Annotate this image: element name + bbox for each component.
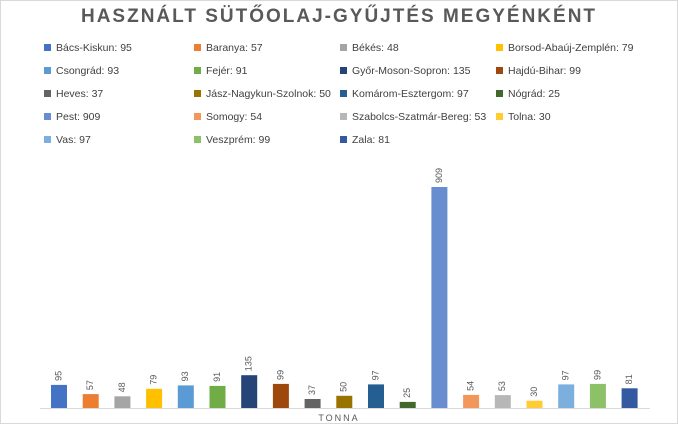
legend-swatch	[44, 136, 51, 143]
bar	[589, 383, 606, 408]
legend-item: Szabolcs-Szatmár-Bereg: 53	[340, 109, 486, 125]
legend-swatch	[194, 44, 201, 51]
legend-label: Békés: 48	[352, 42, 399, 54]
bar-data-label: 50	[339, 382, 349, 392]
legend-item: Borsod-Abaúj-Zemplén: 79	[496, 40, 633, 56]
bar-data-label: 135	[244, 356, 254, 371]
legend-swatch	[496, 67, 503, 74]
bar-data-label: 48	[117, 382, 127, 392]
legend-item: Baranya: 57	[194, 40, 263, 56]
bar	[241, 375, 258, 408]
bar	[146, 388, 163, 408]
legend-label: Somogy: 54	[206, 111, 263, 123]
legend-label: Pest: 909	[56, 111, 101, 123]
legend-label: Heves: 37	[56, 88, 104, 100]
bar	[51, 384, 67, 408]
bar-data-label: 79	[148, 375, 158, 385]
legend-label: Jász-Nagykun-Szolnok: 50	[206, 88, 331, 100]
legend-label: Komárom-Esztergom: 97	[352, 88, 469, 100]
legend-swatch	[340, 90, 347, 97]
legend-swatch	[340, 67, 347, 74]
legend-swatch	[194, 67, 201, 74]
bar	[431, 187, 448, 408]
bar-data-label: 30	[529, 387, 539, 397]
legend-swatch	[496, 90, 503, 97]
bar	[463, 394, 480, 408]
legend-label: Vas: 97	[56, 134, 91, 146]
bar-data-label: 81	[624, 374, 634, 384]
legend-item: Veszprém: 99	[194, 132, 270, 148]
legend-label: Veszprém: 99	[206, 134, 271, 146]
legend-label: Nógrád: 25	[508, 88, 560, 100]
legend-swatch	[194, 90, 201, 97]
bar-data-label: 97	[561, 370, 571, 380]
legend-label: Baranya: 57	[206, 42, 263, 54]
legend-label: Szabolcs-Szatmár-Bereg: 53	[352, 111, 487, 123]
legend-swatch	[340, 113, 347, 120]
legend-swatch	[194, 113, 201, 120]
legend-swatch	[340, 44, 347, 51]
bar	[368, 384, 384, 408]
legend-item: Tolna: 30	[496, 109, 551, 125]
legend-label: Csongrád: 93	[56, 65, 120, 77]
legend-swatch	[44, 44, 51, 51]
bar-data-label: 53	[497, 381, 507, 391]
legend-item: Fejér: 91	[194, 63, 247, 79]
bar	[526, 400, 543, 408]
bar-data-label: 909	[434, 168, 444, 183]
legend-label: Hajdú-Bihar: 99	[508, 65, 581, 77]
bar	[621, 388, 638, 408]
legend-swatch	[496, 113, 503, 120]
legend-item: Komárom-Esztergom: 97	[340, 86, 469, 102]
legend-item: Pest: 909	[44, 109, 100, 125]
bar-data-label: 54	[465, 381, 475, 391]
chart-title: HASZNÁLT SÜTŐOLAJ-GYŰJTÉS MEGYÉNKÉNT	[80, 6, 598, 27]
legend-label: Tolna: 30	[508, 111, 551, 123]
legend-swatch	[44, 113, 51, 120]
legend-swatch	[340, 136, 347, 143]
bar-data-label: 37	[307, 385, 317, 395]
legend-swatch	[194, 136, 201, 143]
bar	[494, 395, 511, 408]
legend-item: Hajdú-Bihar: 99	[496, 63, 581, 79]
legend-item: Somogy: 54	[194, 109, 262, 125]
bar-data-label: 25	[402, 388, 412, 398]
bar-data-label: 93	[180, 371, 190, 381]
bar-data-label: 57	[85, 380, 95, 390]
legend-item: Bács-Kiskun: 95	[44, 40, 132, 56]
legend-swatch	[496, 44, 503, 51]
legend-swatch	[44, 90, 51, 97]
legend-label: Győr-Moson-Sopron: 135	[352, 65, 471, 77]
legend-item: Győr-Moson-Sopron: 135	[340, 63, 470, 79]
bar	[209, 385, 226, 408]
x-axis-label: TONNA	[318, 413, 360, 423]
legend-label: Borsod-Abaúj-Zemplén: 79	[508, 42, 634, 54]
legend-label: Bács-Kiskun: 95	[56, 42, 132, 54]
legend-label: Zala: 81	[352, 134, 390, 146]
bar	[304, 399, 321, 408]
bar	[82, 394, 99, 408]
legend-item: Békés: 48	[340, 40, 399, 56]
bar	[399, 401, 416, 408]
legend-item: Heves: 37	[44, 86, 103, 102]
bar	[177, 385, 194, 408]
bar-data-label: 99	[592, 370, 602, 380]
bar-data-label: 99	[275, 370, 285, 380]
legend-item: Nógrád: 25	[496, 86, 560, 102]
legend-item: Jász-Nagykun-Szolnok: 50	[194, 86, 331, 102]
bar-data-label: 91	[212, 372, 222, 382]
legend-item: Zala: 81	[340, 132, 390, 148]
legend-label: Fejér: 91	[206, 65, 248, 77]
bar	[114, 396, 131, 408]
bar	[336, 395, 353, 408]
bar	[272, 383, 289, 408]
legend-item: Csongrád: 93	[44, 63, 119, 79]
bar	[558, 384, 575, 408]
legend-swatch	[44, 67, 51, 74]
legend-item: Vas: 97	[44, 132, 91, 148]
bar-data-label: 97	[370, 370, 380, 380]
bar-data-label: 95	[53, 371, 63, 381]
